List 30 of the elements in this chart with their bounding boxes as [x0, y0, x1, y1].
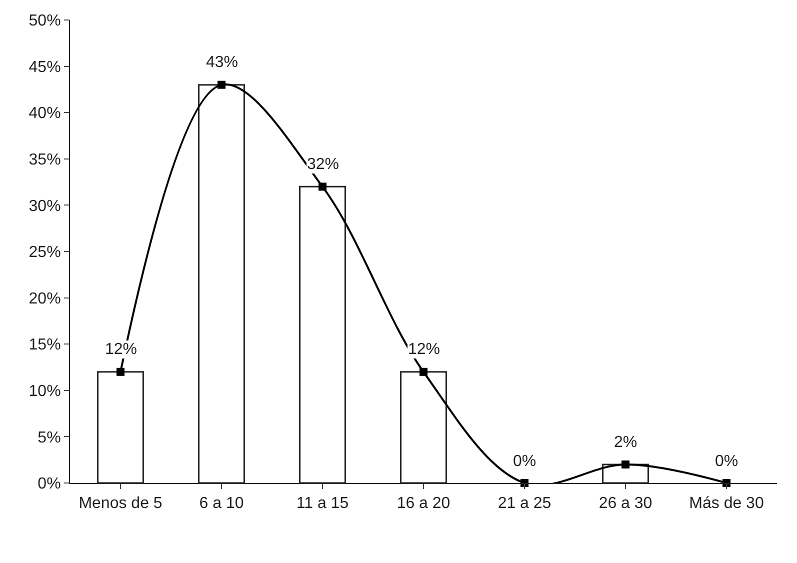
y-tick-label: 25% [28, 244, 61, 262]
x-tick-label: 26 a 30 [598, 495, 652, 512]
x-tick-label: 11 a 15 [296, 495, 349, 512]
data-label: 32% [307, 156, 340, 173]
y-tick-label: 40% [28, 105, 61, 122]
data-label: 0% [513, 453, 536, 470]
point [318, 182, 326, 191]
y-tick-label: 5% [38, 429, 61, 446]
point [420, 368, 428, 376]
point [622, 460, 630, 468]
data-label: 43% [206, 54, 238, 71]
data-label: 0% [715, 453, 738, 470]
data-label: 12% [105, 341, 138, 358]
y-tick-label: 45% [28, 58, 61, 76]
point [218, 80, 226, 89]
x-tick-label: Más de 30 [689, 495, 764, 512]
y-tick-label: 50% [28, 12, 61, 30]
y-tick-label: 0% [38, 476, 61, 493]
x-tick-label: 6 a 10 [199, 495, 244, 512]
x-tick-label: 21 a 25 [498, 495, 552, 512]
x-tick-label: 16 a 20 [396, 495, 450, 512]
data-label: 12% [408, 341, 440, 358]
y-tick-label: 35% [28, 152, 61, 168]
data-label: 2% [614, 434, 638, 451]
y-tick-label: 15% [28, 336, 61, 354]
point [116, 368, 124, 376]
x-tick-label: Menos de 5 [78, 495, 162, 512]
y-tick-label: 10% [28, 383, 61, 400]
y-tick-label: 20% [28, 290, 61, 308]
y-tick-label: 30% [28, 198, 61, 215]
